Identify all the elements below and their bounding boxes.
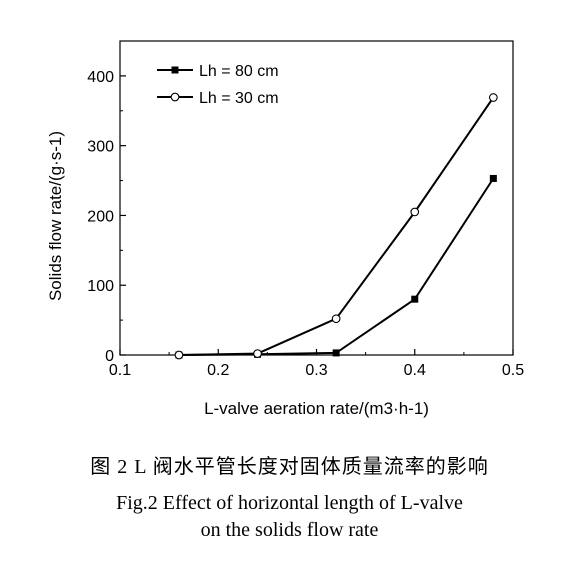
y-tick-label-2: 200 bbox=[87, 208, 114, 225]
caption-chinese: 图 2 L 阀水平管长度对固体质量流率的影响 bbox=[90, 456, 489, 478]
legend: Lh = 80 cm Lh = 30 cm bbox=[157, 63, 279, 107]
legend-marker-0 bbox=[171, 66, 179, 74]
y-tick-label-3: 300 bbox=[87, 139, 114, 156]
y-tick-label-1: 100 bbox=[87, 278, 114, 295]
series-layer bbox=[174, 93, 498, 360]
caption-english-line1: Fig.2 Effect of horizontal length of L-v… bbox=[116, 492, 463, 514]
y-axis-title: Solids flow rate/(g·s-1) bbox=[46, 131, 65, 301]
axis-ticks: 0.1 0.2 0.3 0.4 0.5 0 100 200 300 400 bbox=[87, 69, 524, 379]
data-point-s0-2 bbox=[332, 349, 340, 357]
series-line-0 bbox=[178, 177, 495, 356]
x-tick-label-0: 0.1 bbox=[109, 362, 131, 379]
legend-label-1: Lh = 30 cm bbox=[199, 90, 279, 107]
data-point-s1-3 bbox=[410, 207, 420, 217]
y-tick-label-0: 0 bbox=[105, 348, 114, 365]
legend-marker-1 bbox=[170, 92, 180, 102]
x-axis-title: L-valve aeration rate/(m3·h-1) bbox=[204, 399, 429, 418]
legend-label-0: Lh = 80 cm bbox=[199, 63, 279, 80]
data-point-s1-0 bbox=[174, 350, 184, 360]
plot-frame bbox=[119, 40, 514, 356]
data-point-s1-2 bbox=[331, 314, 341, 324]
data-point-s1-4 bbox=[489, 93, 498, 102]
y-tick-label-4: 400 bbox=[87, 69, 114, 86]
data-point-s1-1 bbox=[253, 349, 262, 358]
data-point-s0-3 bbox=[411, 295, 419, 303]
caption-english-line2: on the solids flow rate bbox=[200, 519, 379, 541]
data-point-s0-4 bbox=[489, 174, 497, 182]
x-tick-label-1: 0.2 bbox=[207, 362, 229, 379]
x-tick-label-3: 0.4 bbox=[404, 362, 426, 379]
x-tick-label-2: 0.3 bbox=[305, 362, 327, 379]
x-tick-label-4: 0.5 bbox=[502, 362, 524, 379]
